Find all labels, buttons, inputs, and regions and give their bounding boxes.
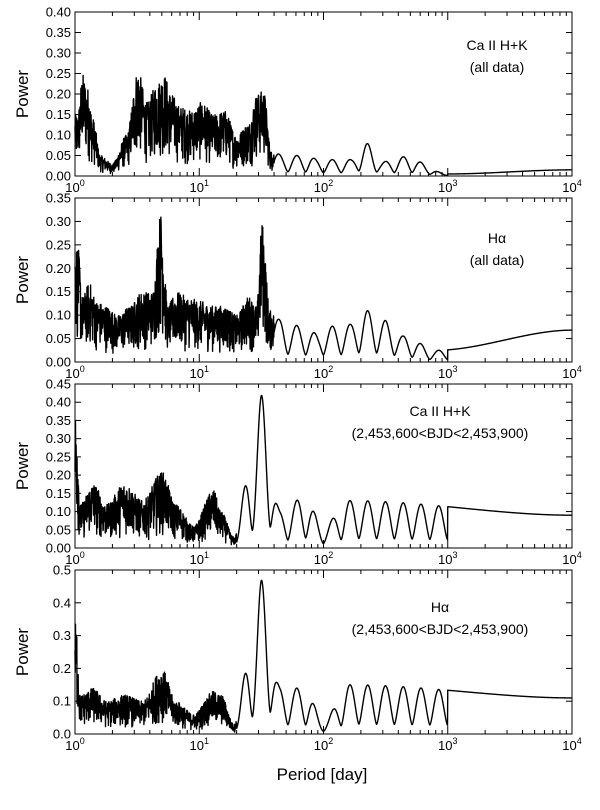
y-axis-label: Power [13,70,32,119]
x-tick-label: 102 [314,736,333,753]
y-tick-label: 0.0 [53,727,71,742]
x-tick-label: 100 [65,364,84,381]
x-tick-label: 103 [438,364,457,381]
y-tick-label: 0.25 [46,449,71,464]
panel-annotation-subtitle: (all data) [470,59,524,75]
y-tick-label: 0.20 [46,261,71,276]
panel-third: 0.00 0.05 0.10 0.15 0.20 0.25 0.30 0.35 0.40 0.45… [13,377,582,568]
y-axis-label: Power [13,442,32,491]
y-tick-label: 0.25 [46,237,71,252]
y-tick-label: 0.05 [46,522,71,537]
y-tick-label: 0.4 [53,595,71,610]
x-tick-label: 103 [438,736,457,753]
y-axis-label: Power [13,256,32,305]
x-tick-label: 100 [65,178,84,195]
x-tick-label: 101 [190,736,209,753]
x-tick-label: 100 [65,736,84,753]
plot-frame-third [74,383,573,549]
y-axis-label: Power [13,628,32,677]
y-tick-label: 0.30 [46,431,71,446]
panel-top: 0.00 0.05 0.10 0.15 0.20 0.25 0.30 0.35 0.40 100 1… [13,5,582,196]
y-tick-label: 0.25 [46,66,71,81]
panel-annotation-subtitle: (all data) [470,252,524,268]
panel-annotation-title: Hα [431,599,449,615]
panel-second: 0.00 0.05 0.10 0.15 0.20 0.25 0.30 0.35 100 101 10… [13,191,582,382]
y-tick-label: 0.30 [46,214,71,229]
panel-annotation-title: Hα [488,230,506,246]
x-tick-label: 104 [562,364,581,381]
x-tick-label: 102 [314,550,333,567]
y-tick-label: 0.10 [46,308,71,323]
power-spectrum-line-top [74,74,573,177]
y-tick-label: 0.00 [46,169,71,184]
x-axis-label: Period [day] [277,765,368,784]
x-tick-label: 100 [65,550,84,567]
y-tick-label: 0.10 [46,504,71,519]
y-tick-label: 0.35 [46,413,71,428]
x-tick-label: 101 [190,178,209,195]
panel-annotation-subtitle: (2,453,600<BJD<2,453,900) [352,621,529,637]
x-tick-label: 104 [562,550,581,567]
y-tick-label: 0.40 [46,5,71,20]
y-tick-label: 0.00 [46,355,71,370]
plot-frame-second [74,197,573,363]
y-tick-label: 0.15 [46,284,71,299]
plot-frame-bottom [74,569,573,735]
y-tick-label: 0.35 [46,191,71,206]
y-tick-label: 0.3 [53,628,71,643]
power-spectrum-line-third [74,394,573,546]
y-tick-label: 0.15 [46,486,71,501]
power-spectrum-line-second [74,216,573,361]
y-tick-label: 0.5 [53,563,71,578]
y-tick-label: 0.15 [46,107,71,122]
x-tick-label: 102 [314,178,333,195]
y-tick-label: 0.00 [46,541,71,556]
x-tick-label: 102 [314,364,333,381]
power-spectrum-line-bottom [74,579,573,733]
y-tick-label: 0.05 [46,331,71,346]
y-tick-label: 0.05 [46,148,71,163]
y-tick-label: 0.1 [53,694,71,709]
y-tick-label: 0.35 [46,25,71,40]
x-tick-label: 103 [438,550,457,567]
y-tick-label: 0.45 [46,377,71,392]
y-tick-label: 0.10 [46,128,71,143]
x-tick-label: 104 [562,736,581,753]
y-tick-label: 0.20 [46,468,71,483]
panel-annotation-title: Ca II H+K [466,37,528,53]
x-tick-label: 101 [190,364,209,381]
x-tick-label: 103 [438,178,457,195]
x-tick-label: 101 [190,550,209,567]
panel-bottom: 0.0 0.1 0.2 0.3 0.4 0.5 100 101 102 103 104 Power Hα… [13,563,582,754]
y-tick-label: 0.20 [46,87,71,102]
y-tick-label: 0.40 [46,395,71,410]
x-tick-label: 104 [562,178,581,195]
y-tick-label: 0.30 [46,46,71,61]
panel-annotation-subtitle: (2,453,600<BJD<2,453,900) [352,425,529,441]
y-tick-label: 0.2 [53,661,71,676]
panel-annotation-title: Ca II H+K [409,403,471,419]
